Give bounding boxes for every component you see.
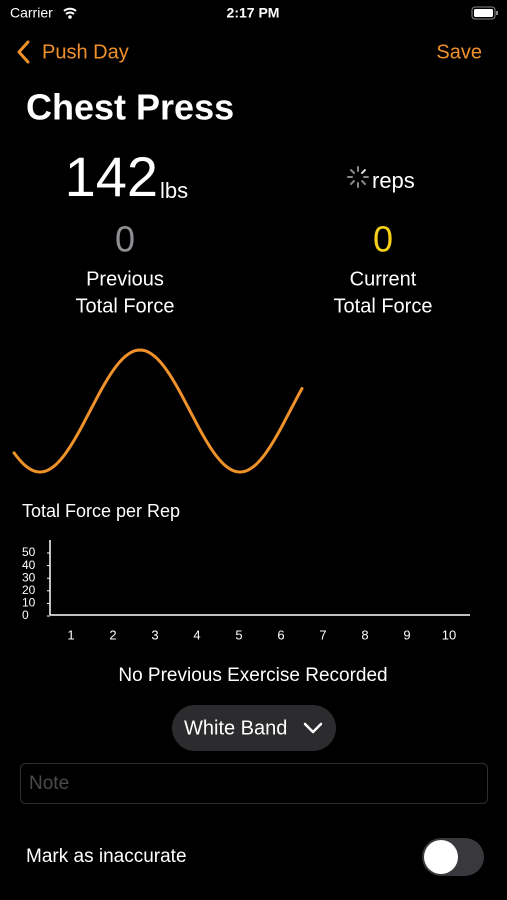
y-tick-label: 10 [22,596,36,610]
empty-message: No Previous Exercise Recorded [118,665,387,686]
chart-title: Total Force per Rep [22,501,180,521]
weight-unit: lbs [160,178,188,203]
inaccurate-label: Mark as inaccurate [26,846,187,867]
x-tick-label: 10 [442,627,456,642]
reps-unit: reps [372,168,415,193]
current-label: Current [350,268,417,290]
y-tick-label: 30 [22,570,36,584]
x-tick-label: 3 [151,627,158,642]
x-tick-label: 6 [277,627,284,642]
x-tick-label: 2 [109,627,116,642]
wifi-dot [68,15,72,19]
x-tick-label: 4 [193,627,200,642]
x-tick-label: 7 [319,627,326,642]
picker-chevron[interactable] [303,722,323,734]
y-tick-label: 40 [22,558,36,572]
weight-value: 142 [65,145,158,208]
previous-label: Total Force [76,295,175,317]
toggle-knob[interactable] [424,840,458,874]
carrier: Carrier [10,5,53,21]
time: 2:17 PM [227,5,280,21]
x-tick-label: 5 [235,627,242,642]
band-picker-label[interactable]: White Band [184,717,287,739]
save-button[interactable]: Save [436,41,482,63]
back-chevron[interactable] [17,40,30,64]
reps-spinner [347,166,369,188]
x-tick-label: 8 [361,627,368,642]
y-tick-label: 0 [22,608,29,622]
force-wave [12,348,304,474]
x-tick-label: 9 [403,627,410,642]
current-value: 0 [373,219,393,260]
y-tick-label: 50 [22,545,36,559]
note-placeholder[interactable]: Note [29,773,69,794]
battery [471,6,496,20]
note-field[interactable] [20,763,488,804]
previous-value: 0 [115,219,135,260]
x-tick-label: 1 [67,627,74,642]
battery-tip [496,11,498,15]
wifi-icon [63,7,77,15]
y-tick-label: 20 [22,583,36,597]
previous-label: Previous [86,268,164,290]
band-picker[interactable] [172,705,336,751]
current-label: Total Force [334,295,433,317]
exercise-title: Chest Press [26,87,234,128]
battery-level [474,9,493,17]
back-button[interactable]: Push Day [42,41,129,63]
